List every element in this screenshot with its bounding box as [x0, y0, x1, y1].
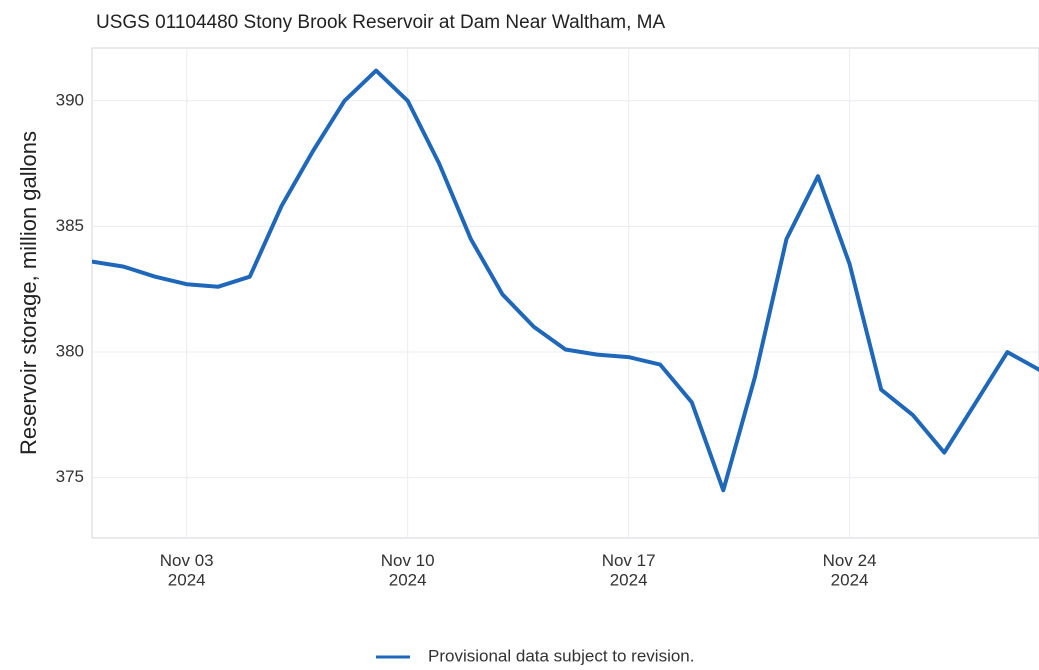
- x-tick-label: Nov 17 2024: [602, 551, 656, 590]
- legend-label: Provisional data subject to revision.: [428, 646, 694, 665]
- y-tick-label: 385: [56, 216, 84, 235]
- plot-area: [91, 47, 1039, 539]
- y-tick-label: 390: [56, 90, 84, 109]
- x-tick-label: Nov 03 2024: [160, 551, 214, 590]
- data-line: [92, 68, 1039, 493]
- y-tick-label: 375: [56, 467, 84, 486]
- y-axis-title: Reservoir storage, million gallons: [16, 131, 41, 455]
- x-tick-label: Nov 24 2024: [823, 551, 877, 590]
- y-tick-label: 380: [56, 342, 84, 361]
- chart-title: USGS 01104480 Stony Brook Reservoir at D…: [96, 12, 666, 33]
- x-tick-label: Nov 10 2024: [381, 551, 435, 590]
